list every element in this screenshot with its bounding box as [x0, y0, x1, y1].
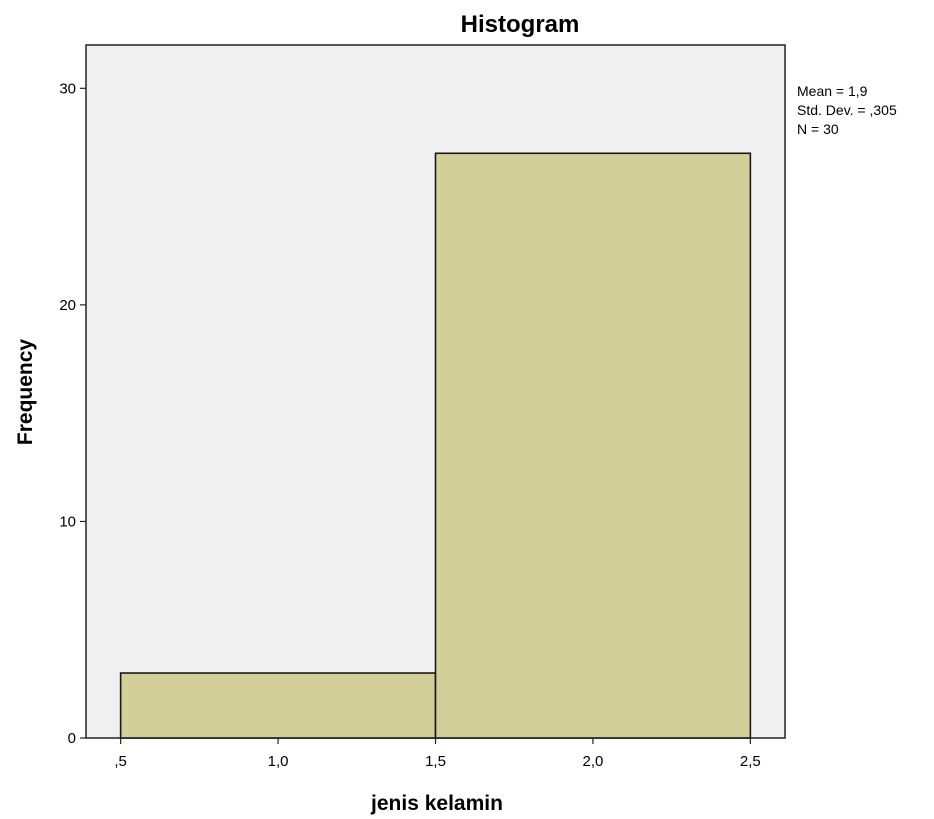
chart-title: Histogram	[461, 11, 580, 38]
y-axis: 0 10 20 30	[59, 80, 86, 747]
x-tick-label-4: 2,5	[740, 753, 761, 770]
y-tick-label-1: 10	[59, 513, 76, 530]
stats-n: N = 30	[797, 121, 839, 137]
histogram-bar-1	[434, 152, 752, 739]
bars-group	[119, 152, 752, 739]
x-tick-label-1: 1,0	[268, 753, 289, 770]
stats-std-dev: Std. Dev. = ,305	[797, 102, 897, 118]
x-tick-label-0: ,5	[114, 753, 127, 770]
x-tick-label-3: 2,0	[583, 753, 604, 770]
x-axis: ,5 1,0 1,5 2,0 2,5	[114, 738, 761, 770]
x-axis-label: jenis kelamin	[370, 792, 503, 815]
x-tick-label-2: 1,5	[425, 753, 446, 770]
stats-box: Mean = 1,9 Std. Dev. = ,305 N = 30	[797, 83, 897, 137]
y-tick-label-2: 20	[59, 297, 76, 314]
y-tick-label-3: 30	[59, 80, 76, 97]
y-tick-label-0: 0	[68, 730, 76, 747]
histogram-bar-0	[119, 672, 437, 739]
stats-mean: Mean = 1,9	[797, 83, 868, 99]
y-axis-label: Frequency	[14, 339, 37, 446]
